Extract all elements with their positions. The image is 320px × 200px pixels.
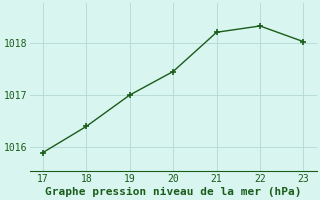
X-axis label: Graphe pression niveau de la mer (hPa): Graphe pression niveau de la mer (hPa) bbox=[45, 186, 301, 197]
